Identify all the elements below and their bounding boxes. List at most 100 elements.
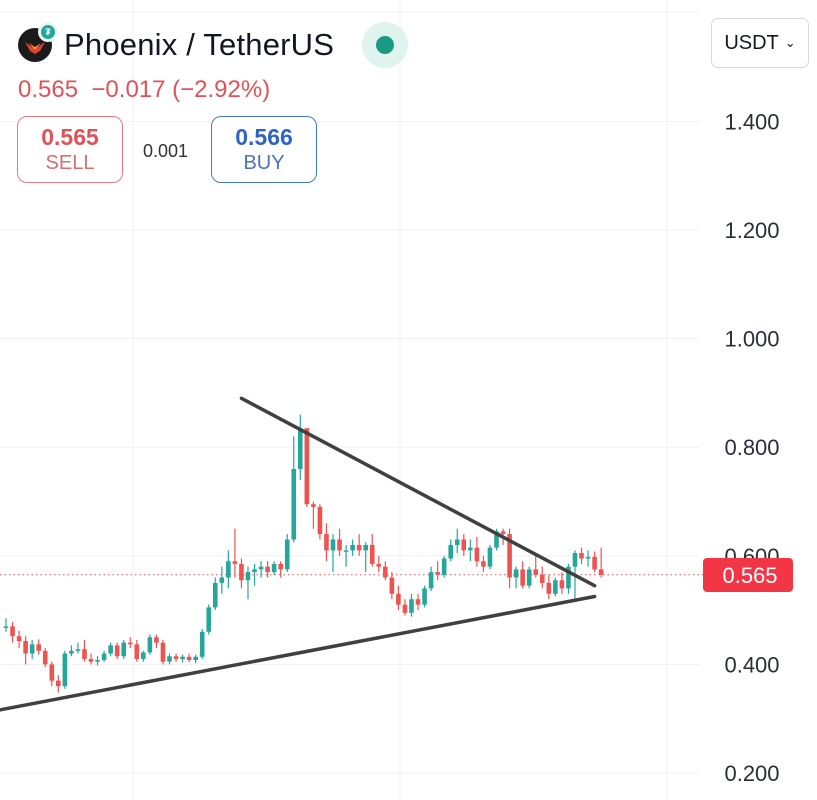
candle-body: [291, 468, 297, 540]
candle-body: [141, 652, 146, 659]
candle-body: [16, 636, 22, 642]
candle-body: [428, 572, 434, 589]
candle: [435, 561, 440, 581]
candle: [75, 642, 81, 654]
candle: [428, 566, 434, 592]
currency-select[interactable]: USDT ⌄: [711, 18, 809, 68]
candle: [3, 618, 9, 632]
candle-body: [258, 566, 264, 570]
candle-body: [481, 561, 486, 567]
tether-badge-icon: ₮: [38, 22, 58, 42]
phoenix-logo-icon[interactable]: ₮: [18, 22, 58, 62]
candle-body: [134, 644, 140, 659]
candle: [585, 550, 591, 567]
candle-body: [409, 599, 414, 613]
candle: [82, 639, 87, 662]
buy-button[interactable]: 0.566 BUY: [211, 116, 317, 183]
trendline-lower[interactable]: [0, 594, 597, 719]
candle: [533, 555, 539, 578]
candle: [487, 544, 493, 570]
candle-body: [298, 428, 303, 469]
candle: [337, 528, 342, 556]
candle: [507, 528, 512, 589]
candle: [95, 656, 100, 666]
candle-body: [546, 582, 552, 594]
candle-body: [324, 534, 329, 551]
candle-body: [154, 637, 159, 643]
candle: [454, 528, 460, 554]
market-status-indicator[interactable]: [362, 22, 409, 68]
currency-selected: USDT: [724, 31, 779, 54]
candle: [317, 504, 323, 540]
candle-body: [389, 577, 395, 594]
candle: [232, 528, 238, 578]
candle-body: [121, 642, 127, 657]
buy-price: 0.566: [235, 123, 293, 150]
candle: [539, 566, 545, 589]
candle-body: [350, 544, 355, 551]
trendlines[interactable]: [0, 396, 597, 719]
candle-body: [494, 531, 499, 548]
candle-body: [101, 653, 107, 661]
candle-body: [487, 547, 493, 567]
candle: [520, 561, 525, 589]
candle: [265, 561, 270, 578]
y-tick-label: 0.800: [724, 435, 779, 460]
candle-body: [585, 556, 591, 559]
candle: [402, 599, 408, 616]
candle-body: [147, 637, 153, 653]
candle: [23, 636, 28, 665]
candle: [239, 558, 244, 589]
candle-body: [36, 644, 41, 651]
candle: [298, 414, 303, 480]
candle: [180, 654, 185, 663]
candle-body: [566, 566, 571, 589]
candle-body: [468, 547, 473, 551]
candle: [284, 534, 290, 573]
candle-body: [219, 577, 225, 583]
trendline-upper[interactable]: [239, 396, 597, 588]
pair-title[interactable]: Phoenix / TetherUS: [64, 27, 335, 62]
y-tick-label: 1.200: [724, 218, 779, 243]
candle: [62, 650, 68, 689]
candle: [199, 629, 205, 659]
candle: [245, 566, 251, 600]
candle: [127, 637, 133, 649]
spread-value: 0.001: [143, 141, 189, 161]
candle-body: [369, 544, 375, 564]
candle: [526, 566, 532, 589]
sell-button[interactable]: 0.565 SELL: [17, 116, 123, 183]
candle-body: [252, 569, 257, 573]
candle: [356, 534, 362, 556]
candle: [154, 634, 159, 649]
candle: [559, 572, 565, 594]
y-tick-label: 1.400: [724, 109, 779, 134]
candle: [592, 551, 597, 573]
candle: [376, 555, 382, 573]
candle: [343, 544, 349, 567]
candle-body: [56, 680, 61, 687]
candle-body: [435, 572, 440, 575]
candle: [167, 653, 172, 665]
candle-body: [42, 650, 48, 665]
candle-body: [337, 539, 342, 551]
candle: [396, 585, 401, 611]
candle-body: [311, 504, 316, 507]
candle: [141, 650, 146, 662]
candle: [121, 639, 127, 659]
buy-label: BUY: [243, 151, 285, 174]
candle: [16, 630, 22, 649]
candle-body: [454, 539, 460, 545]
candle-body: [49, 664, 55, 681]
candle: [193, 654, 198, 664]
candle-body: [396, 593, 401, 605]
candle-body: [186, 656, 192, 661]
candle-body: [245, 572, 251, 581]
candle-body: [180, 656, 185, 659]
candle-body: [3, 626, 9, 628]
candle: [160, 639, 166, 665]
y-tick-label: 1.000: [724, 327, 779, 352]
sell-label: SELL: [45, 151, 95, 174]
candle: [134, 639, 140, 662]
